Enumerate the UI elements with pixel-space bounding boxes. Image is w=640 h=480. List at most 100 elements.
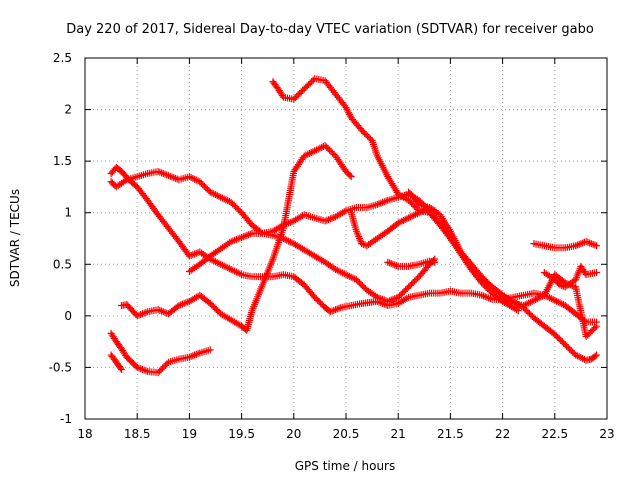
data-point-marker [397,290,405,298]
y-tick-labels: -1 -0.5 0 0.5 1 1.5 2 2.5 [49,51,72,426]
data-point-marker [591,352,599,360]
data-point-marker [317,299,325,307]
y-tick-label: 1.5 [53,154,72,168]
y-tick-label: 1 [64,206,72,220]
data-point-marker [406,282,414,290]
data-point-marker [235,206,243,214]
data-point-marker [163,360,171,368]
x-tick-label: 18.5 [124,427,151,441]
data-point-marker [293,92,301,100]
data-point-marker [229,200,237,208]
data-point-marker [431,258,439,266]
data-point-marker [290,95,298,103]
data-point-marker [412,276,420,284]
data-point-marker [160,363,168,371]
data-point-marker [563,342,571,350]
data-point-marker [203,185,211,193]
data-point-marker [522,307,530,315]
data-point-marker [593,322,601,330]
data-point-marker [591,324,599,332]
data-point-marker [411,277,419,285]
data-point-marker [154,369,162,377]
data-point-marker [555,335,563,343]
data-point-marker [412,204,420,212]
data-point-marker [327,148,335,156]
data-point-marker [558,338,566,346]
data-point-marker [200,182,208,190]
x-tick-label: 21.5 [437,427,464,441]
data-point-marker [469,267,477,275]
x-tick-label: 22.5 [541,427,568,441]
data-point-marker [527,311,535,319]
data-point-marker [354,277,362,285]
data-point-marker [294,91,302,99]
data-point-marker [308,78,316,86]
data-point-marker [585,330,593,338]
data-point-marker [157,366,165,374]
data-point-marker [400,287,408,295]
data-point-marker [233,204,241,212]
y-axis-label: SDTVAR / TECUs [8,189,22,287]
y-tick-label: 2 [64,103,72,117]
data-point-marker [305,81,313,89]
data-point-marker [467,265,475,273]
data-point-marker [199,181,207,189]
data-point-marker [561,341,569,349]
data-point-marker [296,89,304,97]
y-tick-label: 2.5 [53,51,72,65]
y-tick-label: -1 [60,412,72,426]
data-point-marker [394,293,402,301]
series-arc-11 [530,238,601,252]
data-point-marker [360,283,368,291]
data-point-marker [208,301,216,309]
data-point-marker [212,305,220,313]
data-point-marker [329,149,337,157]
data-point-marker [409,279,417,287]
data-point-marker [306,79,314,87]
x-tick-label: 18 [77,427,92,441]
data-point-marker [590,325,598,333]
x-tick-label: 19 [182,427,197,441]
data-point-marker [508,298,516,306]
data-point-marker [408,280,416,288]
data-point-marker [312,295,320,303]
data-point-marker [347,173,355,181]
data-point-marker [357,280,365,288]
data-point-marker [408,199,416,207]
data-point-marker [309,76,317,84]
data-point-marker [593,242,601,250]
data-point-marker [355,279,363,287]
data-point-marker [406,198,414,206]
data-point-marker [156,367,164,375]
data-point-marker [473,271,481,279]
data-point-marker [403,284,411,292]
y-tick-label: 0 [64,309,72,323]
data-point-marker [581,269,589,277]
series-arc-9 [384,257,439,270]
data-point-marker [318,301,326,309]
data-point-marker [214,307,222,315]
y-tick-label: 0.5 [53,257,72,271]
data-point-marker [359,128,367,136]
data-point-marker [297,88,305,96]
data-point-marker [402,286,410,294]
data-point-marker [567,347,575,355]
data-point-marker [557,336,565,344]
x-tick-label: 22 [495,427,510,441]
data-point-marker [227,198,235,206]
data-point-marker [321,142,329,150]
data-point-marker [582,332,590,340]
series-arc-5 [107,329,214,377]
data-point-marker [475,273,483,281]
data-point-marker [311,293,319,301]
plot-frame [84,57,608,420]
x-tick-label: 20.5 [333,427,360,441]
data-point-marker [470,268,478,276]
data-point-marker [554,333,562,341]
data-point-marker [593,269,601,277]
series-arc-4 [118,142,355,334]
data-point-marker [472,270,480,278]
series-arc-10 [405,188,601,340]
y-tick-label: -0.5 [49,360,72,374]
